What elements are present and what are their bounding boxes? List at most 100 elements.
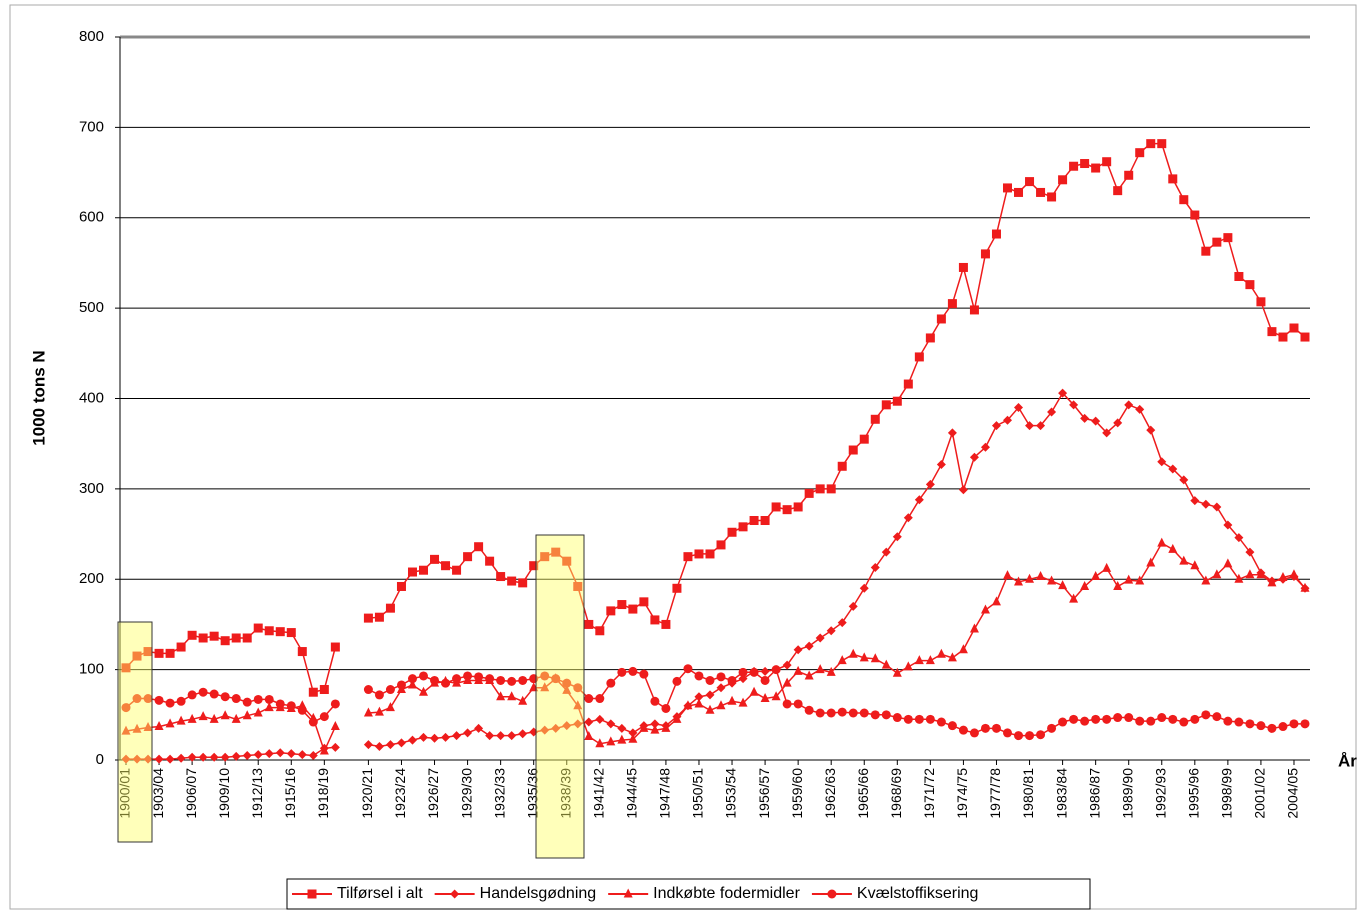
marker-circle — [1047, 723, 1057, 733]
marker-triangle — [540, 682, 550, 692]
marker-circle — [936, 717, 946, 727]
marker-diamond — [1223, 520, 1233, 530]
marker-diamond — [1025, 421, 1035, 431]
marker-circle — [859, 708, 869, 718]
marker-diamond — [396, 738, 406, 748]
marker-square — [419, 565, 429, 575]
marker-diamond — [562, 721, 572, 731]
marker-square — [1047, 192, 1057, 202]
marker-square — [804, 488, 814, 498]
marker-diamond — [991, 421, 1001, 431]
marker-circle — [1201, 710, 1211, 720]
marker-triangle — [870, 653, 880, 663]
marker-triangle — [187, 713, 197, 723]
marker-square — [253, 623, 263, 633]
marker-diamond — [804, 641, 814, 651]
marker-diamond — [1002, 415, 1012, 425]
marker-diamond — [716, 683, 726, 693]
highlight-box — [535, 534, 585, 859]
marker-triangle — [385, 702, 395, 712]
marker-triangle — [518, 695, 528, 705]
marker-diamond — [363, 740, 373, 750]
marker-circle — [617, 667, 627, 677]
marker-square — [991, 229, 1001, 239]
marker-circle — [452, 674, 462, 684]
marker-circle — [507, 676, 517, 686]
marker-circle — [396, 680, 406, 690]
marker-diamond — [1135, 404, 1145, 414]
marker-circle — [407, 674, 417, 684]
marker-square — [947, 299, 957, 309]
marker-triangle — [1014, 576, 1024, 586]
marker-triangle — [848, 648, 858, 658]
marker-circle — [1300, 719, 1310, 729]
marker-diamond — [1113, 418, 1123, 428]
marker-triangle — [1157, 537, 1167, 547]
marker-triangle — [793, 665, 803, 675]
marker-triangle — [760, 693, 770, 703]
marker-circle — [187, 690, 197, 700]
x-tick-label: 1986/87 — [1086, 768, 1102, 819]
marker-circle — [705, 675, 715, 685]
marker-square — [452, 565, 462, 575]
marker-square — [485, 556, 495, 566]
highlight-box — [117, 621, 153, 843]
marker-diamond — [1036, 421, 1046, 431]
marker-square — [903, 379, 913, 389]
x-tick-label: 2001/02 — [1252, 768, 1268, 819]
marker-circle — [771, 665, 781, 675]
marker-diamond — [1201, 499, 1211, 509]
marker-square — [264, 626, 274, 636]
marker-square — [363, 613, 373, 623]
marker-diamond — [308, 750, 318, 760]
x-tick-label: 1912/13 — [249, 768, 265, 819]
x-tick-label: 1941/42 — [591, 768, 607, 819]
marker-triangle — [881, 659, 891, 669]
marker-square — [727, 527, 737, 537]
marker-circle — [716, 672, 726, 682]
marker-diamond — [419, 732, 429, 742]
marker-circle — [1168, 714, 1178, 724]
marker-triangle — [1047, 575, 1057, 585]
marker-circle — [540, 671, 550, 681]
marker-square — [639, 597, 649, 607]
marker-square — [385, 603, 395, 613]
marker-circle — [749, 667, 759, 677]
marker-triangle — [253, 707, 263, 717]
marker-circle — [419, 671, 429, 681]
marker-triangle — [407, 679, 417, 689]
marker-circle — [1025, 731, 1035, 741]
marker-triangle — [1234, 573, 1244, 583]
marker-circle — [848, 708, 858, 718]
marker-triangle — [958, 644, 968, 654]
series-line — [368, 542, 1306, 745]
marker-diamond — [1234, 533, 1244, 543]
marker-triangle — [1124, 574, 1134, 584]
marker-diamond — [154, 754, 164, 764]
marker-square — [661, 619, 671, 629]
marker-triangle — [683, 700, 693, 710]
marker-circle — [683, 664, 693, 674]
marker-triangle — [1135, 575, 1145, 585]
x-tick-label: 1989/90 — [1119, 768, 1135, 819]
marker-circle — [363, 685, 373, 695]
marker-triangle — [672, 713, 682, 723]
marker-square — [430, 554, 440, 564]
marker-triangle — [374, 706, 384, 716]
marker-circle — [1278, 722, 1288, 732]
x-tick-label: 1932/33 — [491, 768, 507, 819]
marker-diamond — [187, 752, 197, 762]
marker-square — [848, 445, 858, 455]
marker-triangle — [1223, 558, 1233, 568]
x-tick-label: 1971/72 — [921, 768, 937, 819]
marker-diamond — [573, 719, 583, 729]
marker-diamond — [1168, 464, 1178, 474]
marker-circle — [496, 675, 506, 685]
marker-triangle — [264, 702, 274, 712]
marker-circle — [1146, 716, 1156, 726]
marker-diamond — [848, 601, 858, 611]
marker-diamond — [1124, 400, 1134, 410]
marker-square — [231, 633, 241, 643]
marker-triangle — [595, 738, 605, 748]
